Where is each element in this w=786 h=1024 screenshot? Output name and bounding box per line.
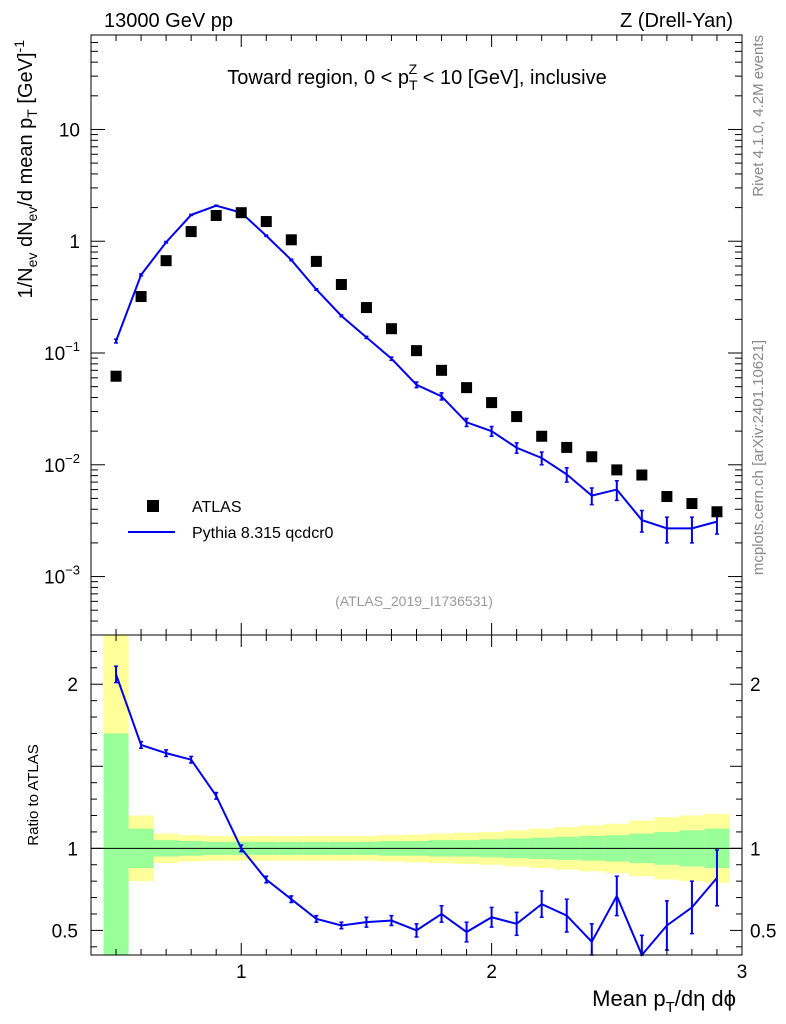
x-tick-label-2: 3 (737, 962, 748, 983)
atlas-point-17 (536, 430, 548, 442)
atlas-point-23 (686, 498, 698, 510)
atlas-point-3 (185, 226, 197, 238)
ratio-tick-label-left-2: 2 (67, 675, 78, 696)
ratio-tick-label-left-1: 1 (67, 839, 78, 860)
atlas-point-13 (436, 364, 448, 376)
main-panel-frame (90, 34, 743, 636)
atlas-point-9 (335, 279, 347, 291)
y-tick-label-1: 10−2 (44, 451, 80, 477)
legend-label-pythia: Pythia 8.315 qcdcr0 (192, 525, 334, 542)
atlas-point-5 (235, 207, 247, 219)
y-tick-label-3: 1 (69, 232, 80, 253)
y-tick-label-0: 10−3 (44, 563, 80, 589)
ratio-y-axis-label: Ratio to ATLAS (25, 744, 42, 845)
ratio-tick-label-right-0: 0.5 (750, 921, 776, 942)
ratio-tick-label-right-1: 1 (750, 839, 761, 860)
x-axis-label: Mean pT/dη dϕ (592, 986, 736, 1016)
ratio-pythia-line (115, 674, 718, 957)
atlas-point-20 (611, 464, 623, 476)
y-tick-label-4: 10 (59, 120, 80, 141)
atlas-point-12 (411, 345, 422, 357)
main-panel: 10−3 10−2 10−1 1 10 Toward region, 0 < pTZ <… (11, 34, 743, 636)
mcplots-label: mcplots.cern.ch [arXiv:2401.10621] (750, 340, 767, 575)
atlas-point-1 (135, 291, 147, 303)
legend-marker-atlas (147, 500, 159, 512)
atlas-point-16 (511, 411, 523, 423)
atlas-point-24 (711, 506, 723, 518)
header-process-label: Z (Drell-Yan) (620, 10, 733, 32)
atlas-point-11 (385, 323, 397, 335)
atlas-point-19 (586, 451, 598, 463)
atlas-point-0 (110, 370, 122, 382)
atlas-point-2 (160, 255, 172, 267)
atlas-point-21 (636, 469, 648, 481)
legend-label-atlas: ATLAS (192, 499, 242, 516)
y-axis-label: 1/Nev dNev/d mean pT [GeV]-1 (11, 40, 40, 299)
analysis-tag: (ATLAS_2019_I1736531) (335, 593, 493, 609)
chart-title: Toward region, 0 < pTZ < 10 [GeV], inclu… (227, 61, 606, 93)
header-energy-label: 13000 GeV pp (104, 10, 233, 32)
y-tick-label-2: 10−1 (44, 339, 80, 365)
atlas-point-22 (661, 491, 673, 503)
ratio-panel-frame (90, 634, 743, 956)
atlas-point-14 (461, 382, 473, 394)
atlas-point-6 (260, 216, 272, 228)
atlas-point-10 (360, 302, 372, 314)
atlas-point-15 (486, 397, 498, 409)
ratio-inner-band-0 (103, 733, 129, 955)
atlas-point-8 (310, 255, 322, 267)
atlas-point-18 (561, 441, 573, 453)
x-tick-label-1: 2 (486, 962, 497, 983)
rivet-version-label: Rivet 4.1.0, 4.2M events (750, 35, 767, 197)
legend: ATLAS Pythia 8.315 qcdcr0 (128, 499, 334, 542)
atlas-point-7 (285, 234, 297, 246)
x-tick-label-0: 1 (236, 962, 247, 983)
atlas-point-4 (210, 209, 222, 221)
ratio-tick-label-right-2: 2 (750, 675, 761, 696)
ratio-panel: 1 2 30.5 0.51 12 2 Ratio to ATLAS Mean pT/dη … (25, 634, 776, 1016)
ratio-tick-label-left-0: 0.5 (52, 921, 78, 942)
pythia-line (115, 204, 718, 530)
